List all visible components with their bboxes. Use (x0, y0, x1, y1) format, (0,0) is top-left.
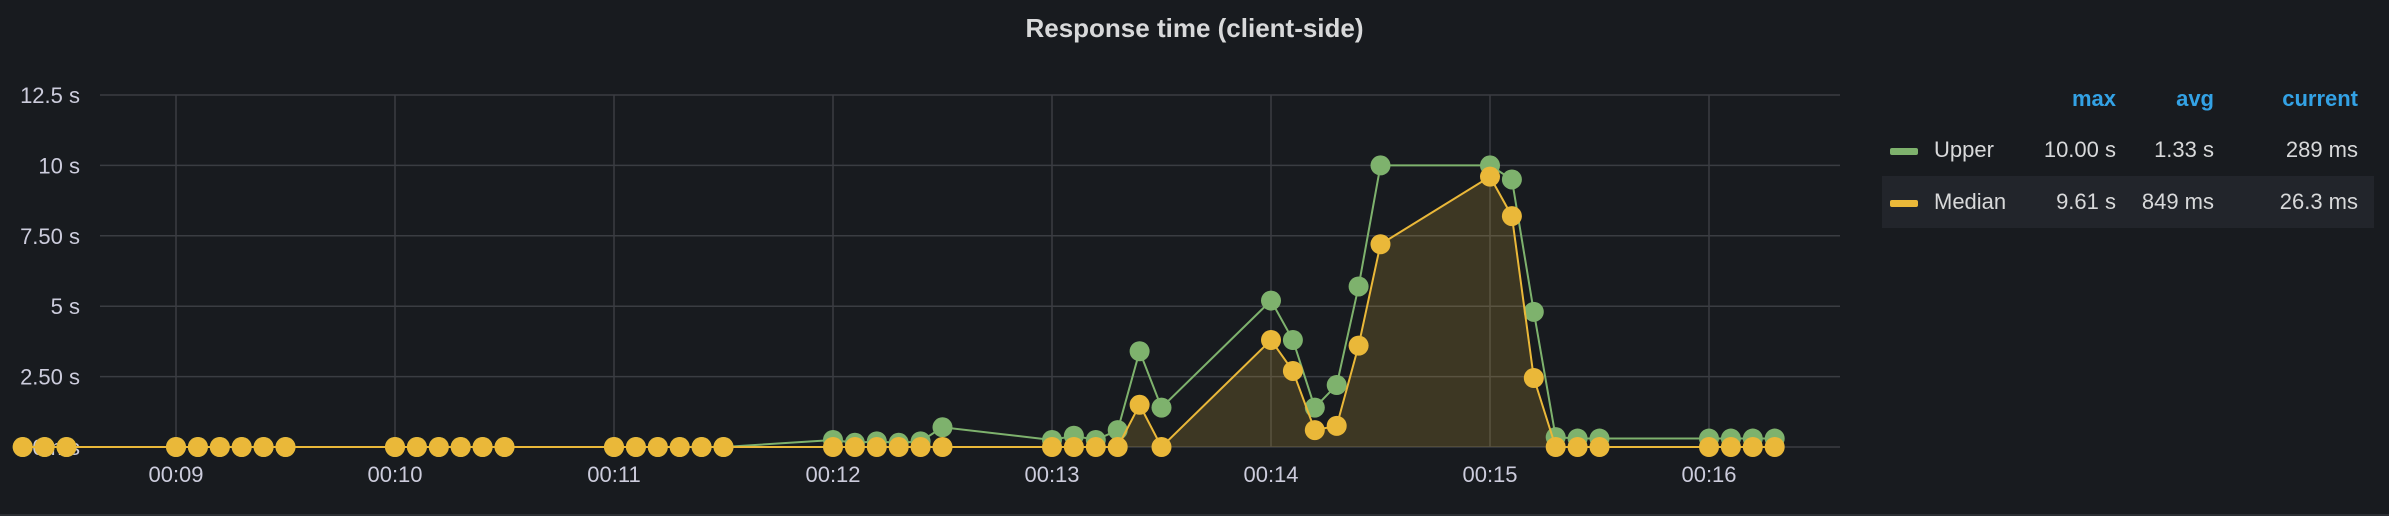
median-data-point[interactable] (1568, 437, 1588, 457)
legend-current-value: 26.3 ms (2280, 176, 2358, 228)
median-data-point[interactable] (1327, 416, 1347, 436)
upper-data-point[interactable] (933, 417, 953, 437)
median-data-point[interactable] (1721, 437, 1741, 457)
median-data-point[interactable] (1524, 368, 1544, 388)
median-data-point[interactable] (823, 437, 843, 457)
series-color-swatch (1890, 148, 1918, 155)
x-tick-label: 00:15 (1462, 462, 1517, 487)
median-data-point[interactable] (495, 437, 515, 457)
median-data-point[interactable] (1064, 437, 1084, 457)
median-data-point[interactable] (1042, 437, 1062, 457)
upper-data-point[interactable] (1371, 155, 1391, 175)
upper-data-point[interactable] (1305, 398, 1325, 418)
legend-table: max avg current Upper 10.00 s 1.33 s 289… (1882, 86, 2374, 228)
median-data-point[interactable] (889, 437, 909, 457)
median-data-point[interactable] (1283, 361, 1303, 381)
median-data-point[interactable] (254, 437, 274, 457)
y-axis-ticks: 0 ms2.50 s5 s7.50 s10 s12.5 s (20, 83, 80, 460)
upper-data-point[interactable] (1327, 375, 1347, 395)
upper-data-point[interactable] (1261, 291, 1281, 311)
grid-lines (100, 95, 1840, 447)
median-data-point[interactable] (1480, 167, 1500, 187)
legend-current-value: 289 ms (2286, 124, 2358, 176)
legend-avg-value: 849 ms (2142, 176, 2214, 228)
median-data-point[interactable] (1699, 437, 1719, 457)
median-data-point[interactable] (13, 437, 33, 457)
x-tick-label: 00:09 (148, 462, 203, 487)
x-tick-label: 00:12 (805, 462, 860, 487)
legend-row-median[interactable]: Median 9.61 s 849 ms 26.3 ms (1882, 176, 2374, 228)
median-data-point[interactable] (604, 437, 624, 457)
median-data-point[interactable] (1261, 330, 1281, 350)
upper-data-point[interactable] (1502, 169, 1522, 189)
y-tick-label: 10 s (38, 153, 80, 178)
median-data-point[interactable] (385, 437, 405, 457)
series-color-swatch (1890, 200, 1918, 207)
x-tick-label: 00:16 (1681, 462, 1736, 487)
median-data-point[interactable] (232, 437, 252, 457)
x-axis-ticks: 00:09 00:10 00:11 00:12 00:13 00:14 00:15 00:16 (148, 462, 1736, 487)
median-data-point[interactable] (451, 437, 471, 457)
median-data-point[interactable] (692, 437, 712, 457)
median-data-point[interactable] (473, 437, 493, 457)
legend-series-name: Median (1934, 176, 2006, 228)
median-data-point[interactable] (57, 437, 77, 457)
y-tick-label: 12.5 s (20, 83, 80, 108)
upper-data-point[interactable] (1152, 398, 1172, 418)
median-data-point[interactable] (626, 437, 646, 457)
legend-header-avg[interactable]: avg (2176, 86, 2214, 112)
legend-header-current[interactable]: current (2282, 86, 2358, 112)
upper-data-point[interactable] (1130, 341, 1150, 361)
legend-header: max avg current (1882, 86, 2374, 124)
legend-header-max[interactable]: max (2072, 86, 2116, 112)
y-tick-label: 5 s (51, 294, 80, 319)
response-time-chart: 0 ms2.50 s5 s7.50 s10 s12.5 s 00:09 00:10… (0, 0, 1850, 516)
legend-series-name: Upper (1934, 124, 1994, 176)
x-tick-label: 00:14 (1243, 462, 1298, 487)
median-data-point[interactable] (933, 437, 953, 457)
median-data-point[interactable] (1086, 437, 1106, 457)
y-tick-label: 2.50 s (20, 365, 80, 390)
legend-max-value: 10.00 s (2044, 124, 2116, 176)
median-data-point[interactable] (911, 437, 931, 457)
median-data-point[interactable] (166, 437, 186, 457)
median-data-point[interactable] (1502, 206, 1522, 226)
median-data-point[interactable] (670, 437, 690, 457)
median-data-point[interactable] (1349, 336, 1369, 356)
median-data-point[interactable] (1743, 437, 1763, 457)
x-tick-label: 00:13 (1024, 462, 1079, 487)
upper-data-point[interactable] (1283, 330, 1303, 350)
legend-avg-value: 1.33 s (2154, 124, 2214, 176)
median-data-point[interactable] (1108, 437, 1128, 457)
median-data-point[interactable] (1590, 437, 1610, 457)
x-tick-label: 00:10 (367, 462, 422, 487)
y-tick-label: 7.50 s (20, 224, 80, 249)
median-data-point[interactable] (867, 437, 887, 457)
legend-max-value: 9.61 s (2056, 176, 2116, 228)
median-data-point[interactable] (35, 437, 55, 457)
median-data-point[interactable] (648, 437, 668, 457)
median-data-point[interactable] (188, 437, 208, 457)
upper-data-point[interactable] (1349, 276, 1369, 296)
median-data-point[interactable] (1152, 437, 1172, 457)
median-data-point[interactable] (210, 437, 230, 457)
legend-row-upper[interactable]: Upper 10.00 s 1.33 s 289 ms (1882, 124, 2374, 176)
median-data-point[interactable] (1765, 437, 1785, 457)
median-data-point[interactable] (845, 437, 865, 457)
median-data-point[interactable] (1305, 420, 1325, 440)
median-data-point[interactable] (1130, 395, 1150, 415)
x-tick-label: 00:11 (587, 462, 640, 487)
median-data-point[interactable] (276, 437, 296, 457)
median-data-point[interactable] (714, 437, 734, 457)
median-data-point[interactable] (1546, 437, 1566, 457)
median-data-point[interactable] (429, 437, 449, 457)
median-data-point[interactable] (407, 437, 427, 457)
median-data-point[interactable] (1371, 234, 1391, 254)
